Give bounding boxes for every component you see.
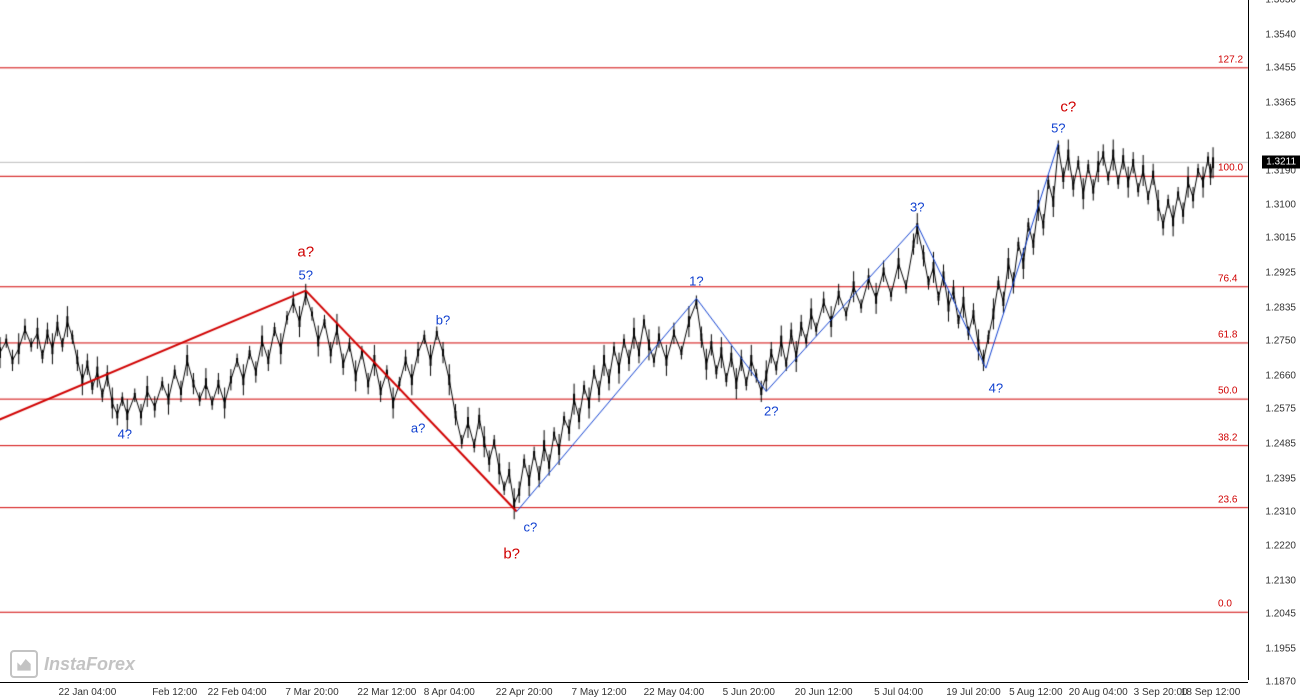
chart-container: 1.36301.35401.34551.33651.32801.31901.31…	[0, 0, 1300, 700]
y-tick-label: 1.2310	[1265, 506, 1296, 517]
y-tick-label: 1.2220	[1265, 541, 1296, 552]
wave-label: 4?	[989, 380, 1003, 395]
fib-level-label: 23.6	[1218, 494, 1237, 505]
wave-label: 4?	[118, 427, 132, 442]
y-tick-label: 1.3100	[1265, 200, 1296, 211]
y-tick-label: 1.2395	[1265, 473, 1296, 484]
watermark-text: InstaForex	[44, 654, 135, 675]
wave-label: a?	[297, 243, 314, 260]
y-tick-label: 1.2575	[1265, 403, 1296, 414]
fib-level-label: 61.8	[1218, 329, 1237, 340]
x-tick-label: 20 Aug 04:00	[1069, 687, 1128, 698]
wave-label: 5?	[1051, 120, 1065, 135]
x-axis: 22 Jan 04:00 Feb 12:00 22 Feb 04:00 7 Mar 2…	[0, 682, 1248, 700]
wave-label: c?	[524, 520, 538, 535]
y-tick-label: 1.1955	[1265, 644, 1296, 655]
y-tick-label: 1.3540	[1265, 29, 1296, 40]
x-tick-label: Feb 12:00	[152, 687, 197, 698]
y-tick-label: 1.2130	[1265, 576, 1296, 587]
x-tick-label: 22 Mar 12:00	[357, 687, 416, 698]
wave-label: 5?	[299, 268, 313, 283]
wave-label: b?	[503, 546, 520, 563]
y-tick-label: 1.2750	[1265, 336, 1296, 347]
x-tick-label: 8 Apr 04:00	[424, 687, 475, 698]
wave-label: b?	[436, 312, 450, 327]
y-tick-label: 1.3455	[1265, 62, 1296, 73]
y-tick-label: 1.2485	[1265, 438, 1296, 449]
watermark: InstaForex	[10, 650, 135, 678]
y-tick-label: 1.2835	[1265, 303, 1296, 314]
x-tick-label: 5 Jun 20:00	[723, 687, 775, 698]
fib-level-label: 100.0	[1218, 163, 1243, 174]
fib-level-label: 38.2	[1218, 432, 1237, 443]
x-tick-label: 3 Sep 20:00	[1134, 687, 1188, 698]
wave-label: a?	[411, 421, 425, 436]
y-tick-label: 1.1870	[1265, 677, 1296, 688]
wave-label: 3?	[910, 200, 924, 215]
x-tick-label: 22 Feb 04:00	[208, 687, 267, 698]
x-tick-label: 5 Aug 12:00	[1009, 687, 1062, 698]
y-tick-label: 1.3630	[1265, 0, 1296, 6]
x-tick-label: 7 May 12:00	[572, 687, 627, 698]
wave-label: c?	[1060, 98, 1076, 115]
fib-level-label: 127.2	[1218, 54, 1243, 65]
y-tick-label: 1.2660	[1265, 370, 1296, 381]
fib-level-label: 76.4	[1218, 273, 1237, 284]
y-axis: 1.36301.35401.34551.33651.32801.31901.31…	[1248, 0, 1300, 680]
y-tick-label: 1.3280	[1265, 130, 1296, 141]
wave-label: 1?	[689, 273, 703, 288]
y-tick-label: 1.2925	[1265, 268, 1296, 279]
chart-canvas[interactable]	[0, 0, 1300, 700]
fib-level-label: 50.0	[1218, 386, 1237, 397]
x-tick-label: 22 Apr 20:00	[496, 687, 553, 698]
x-tick-label: 22 May 04:00	[644, 687, 705, 698]
x-tick-label: 19 Jul 20:00	[946, 687, 1001, 698]
y-tick-label: 1.2045	[1265, 609, 1296, 620]
x-tick-label: 20 Jun 12:00	[795, 687, 853, 698]
fib-level-label: 0.0	[1218, 599, 1232, 610]
y-tick-label: 1.3015	[1265, 233, 1296, 244]
x-tick-label: 22 Jan 04:00	[58, 687, 116, 698]
x-tick-label: 5 Jul 04:00	[874, 687, 923, 698]
x-tick-label: 7 Mar 20:00	[285, 687, 338, 698]
logo-icon	[10, 650, 38, 678]
x-tick-label: 18 Sep 12:00	[1181, 687, 1241, 698]
y-tick-label: 1.3365	[1265, 97, 1296, 108]
current-price-badge: 1.3211	[1262, 156, 1300, 169]
wave-label: 2?	[764, 403, 778, 418]
